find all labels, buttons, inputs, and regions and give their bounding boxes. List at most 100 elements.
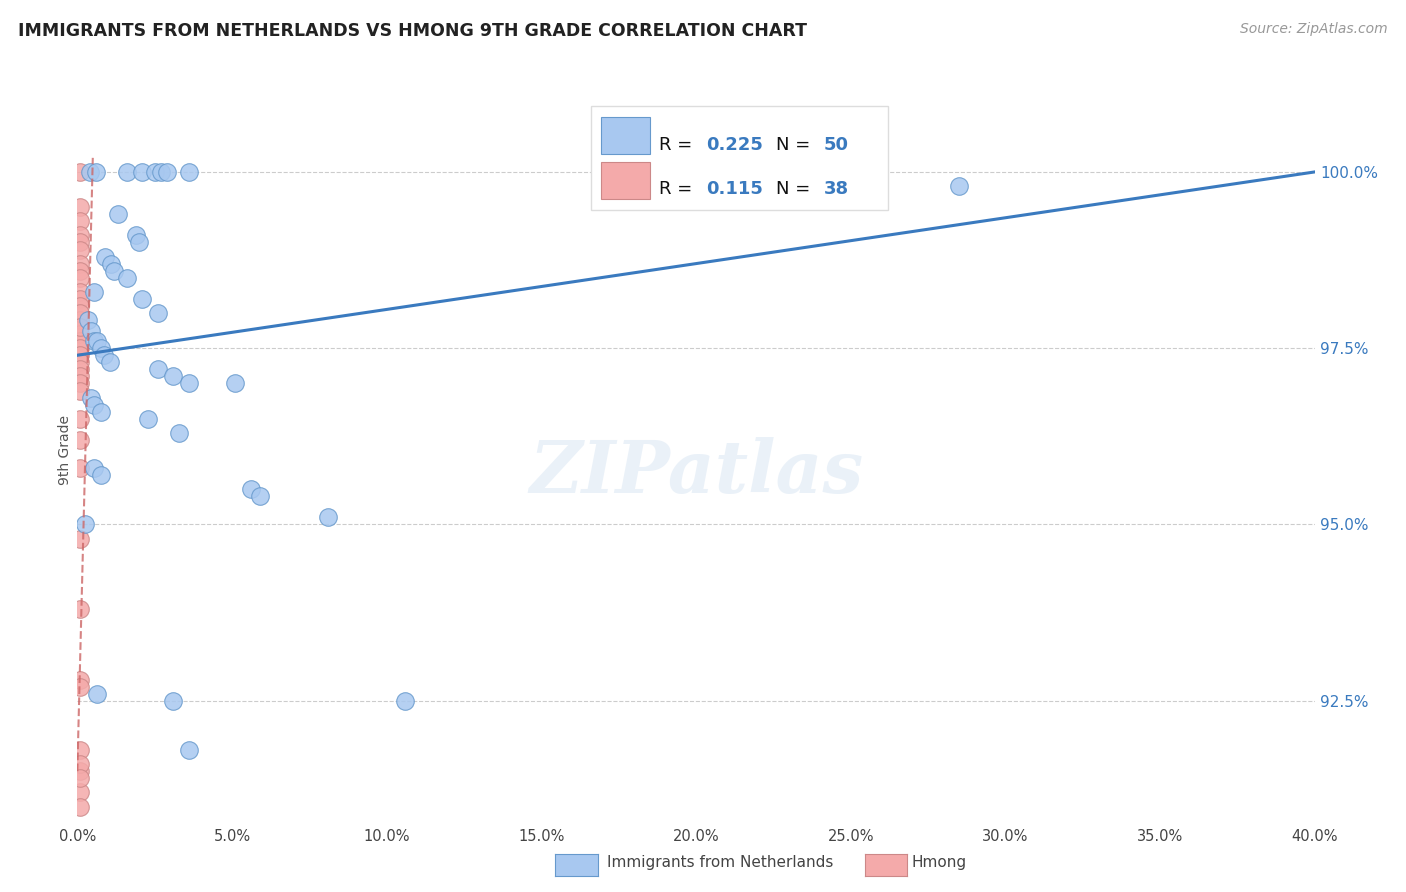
Point <box>138 411 160 425</box>
Point <box>69 320 91 334</box>
Point <box>131 292 153 306</box>
FancyBboxPatch shape <box>600 161 650 199</box>
Text: 0.225: 0.225 <box>706 136 762 153</box>
Point <box>948 179 970 194</box>
Point <box>90 405 112 419</box>
Text: N =: N = <box>776 136 817 153</box>
Point <box>69 355 91 369</box>
Text: ZIPatlas: ZIPatlas <box>529 437 863 508</box>
Point <box>93 348 115 362</box>
Point <box>69 433 91 447</box>
Point <box>69 757 91 772</box>
Point <box>69 461 91 475</box>
Point <box>69 785 91 799</box>
Point <box>131 165 153 179</box>
Point <box>69 320 91 334</box>
Point <box>177 165 200 179</box>
Point <box>125 228 148 243</box>
Point <box>69 214 91 228</box>
Point <box>94 250 117 264</box>
Point <box>69 743 91 757</box>
Point <box>146 362 169 376</box>
Point <box>69 341 91 355</box>
Point <box>77 313 100 327</box>
Point <box>83 398 105 412</box>
Point <box>69 270 91 285</box>
Point <box>162 694 184 708</box>
Point <box>115 270 138 285</box>
Text: Hmong: Hmong <box>911 855 966 870</box>
Point <box>69 680 91 694</box>
Text: N =: N = <box>776 180 817 198</box>
Point <box>69 334 91 348</box>
Point <box>75 517 96 532</box>
Point <box>239 482 262 496</box>
Point <box>90 341 112 355</box>
Point <box>146 306 169 320</box>
Point <box>169 425 191 440</box>
Point <box>79 165 101 179</box>
FancyBboxPatch shape <box>591 106 887 210</box>
Point <box>177 376 200 391</box>
Point <box>156 165 179 179</box>
Point <box>249 489 271 503</box>
Point <box>69 285 91 299</box>
Point <box>69 235 91 250</box>
Text: 50: 50 <box>824 136 848 153</box>
Point <box>86 334 108 348</box>
Point <box>69 673 91 687</box>
Point <box>69 602 91 616</box>
Point <box>69 200 91 214</box>
Point <box>69 764 91 779</box>
Text: R =: R = <box>659 180 703 198</box>
Point <box>69 411 91 425</box>
Point <box>143 165 166 179</box>
Point <box>103 263 125 277</box>
Point <box>149 165 172 179</box>
Point <box>69 299 91 313</box>
Point <box>69 313 91 327</box>
Point <box>83 461 105 475</box>
Point <box>115 165 138 179</box>
Point <box>69 292 91 306</box>
Text: Immigrants from Netherlands: Immigrants from Netherlands <box>607 855 834 870</box>
Point <box>69 228 91 243</box>
Point <box>69 165 91 179</box>
Point <box>83 285 105 299</box>
Point <box>162 369 184 384</box>
Point <box>177 743 200 757</box>
Point <box>69 772 91 786</box>
Text: 0.115: 0.115 <box>706 180 762 198</box>
Point <box>316 510 339 524</box>
Point <box>69 362 91 376</box>
Point <box>394 694 416 708</box>
Text: R =: R = <box>659 136 697 153</box>
Point <box>86 687 108 701</box>
Point <box>69 369 91 384</box>
Text: IMMIGRANTS FROM NETHERLANDS VS HMONG 9TH GRADE CORRELATION CHART: IMMIGRANTS FROM NETHERLANDS VS HMONG 9TH… <box>18 22 807 40</box>
Point <box>128 235 150 250</box>
Point <box>69 384 91 398</box>
Point <box>69 327 91 342</box>
Point <box>84 165 107 179</box>
Point <box>69 257 91 271</box>
Point <box>83 334 105 348</box>
Text: 38: 38 <box>824 180 849 198</box>
Point <box>69 243 91 257</box>
Point <box>747 165 769 179</box>
Point <box>69 799 91 814</box>
Point <box>69 376 91 391</box>
Point <box>69 263 91 277</box>
Point <box>100 257 122 271</box>
Text: Source: ZipAtlas.com: Source: ZipAtlas.com <box>1240 22 1388 37</box>
Point <box>90 468 112 483</box>
Point <box>80 324 103 338</box>
Point <box>98 355 121 369</box>
Point <box>224 376 246 391</box>
Point <box>69 348 91 362</box>
FancyBboxPatch shape <box>600 118 650 154</box>
Point <box>69 532 91 546</box>
Point <box>80 391 103 405</box>
Point <box>69 306 91 320</box>
Point <box>107 207 129 221</box>
